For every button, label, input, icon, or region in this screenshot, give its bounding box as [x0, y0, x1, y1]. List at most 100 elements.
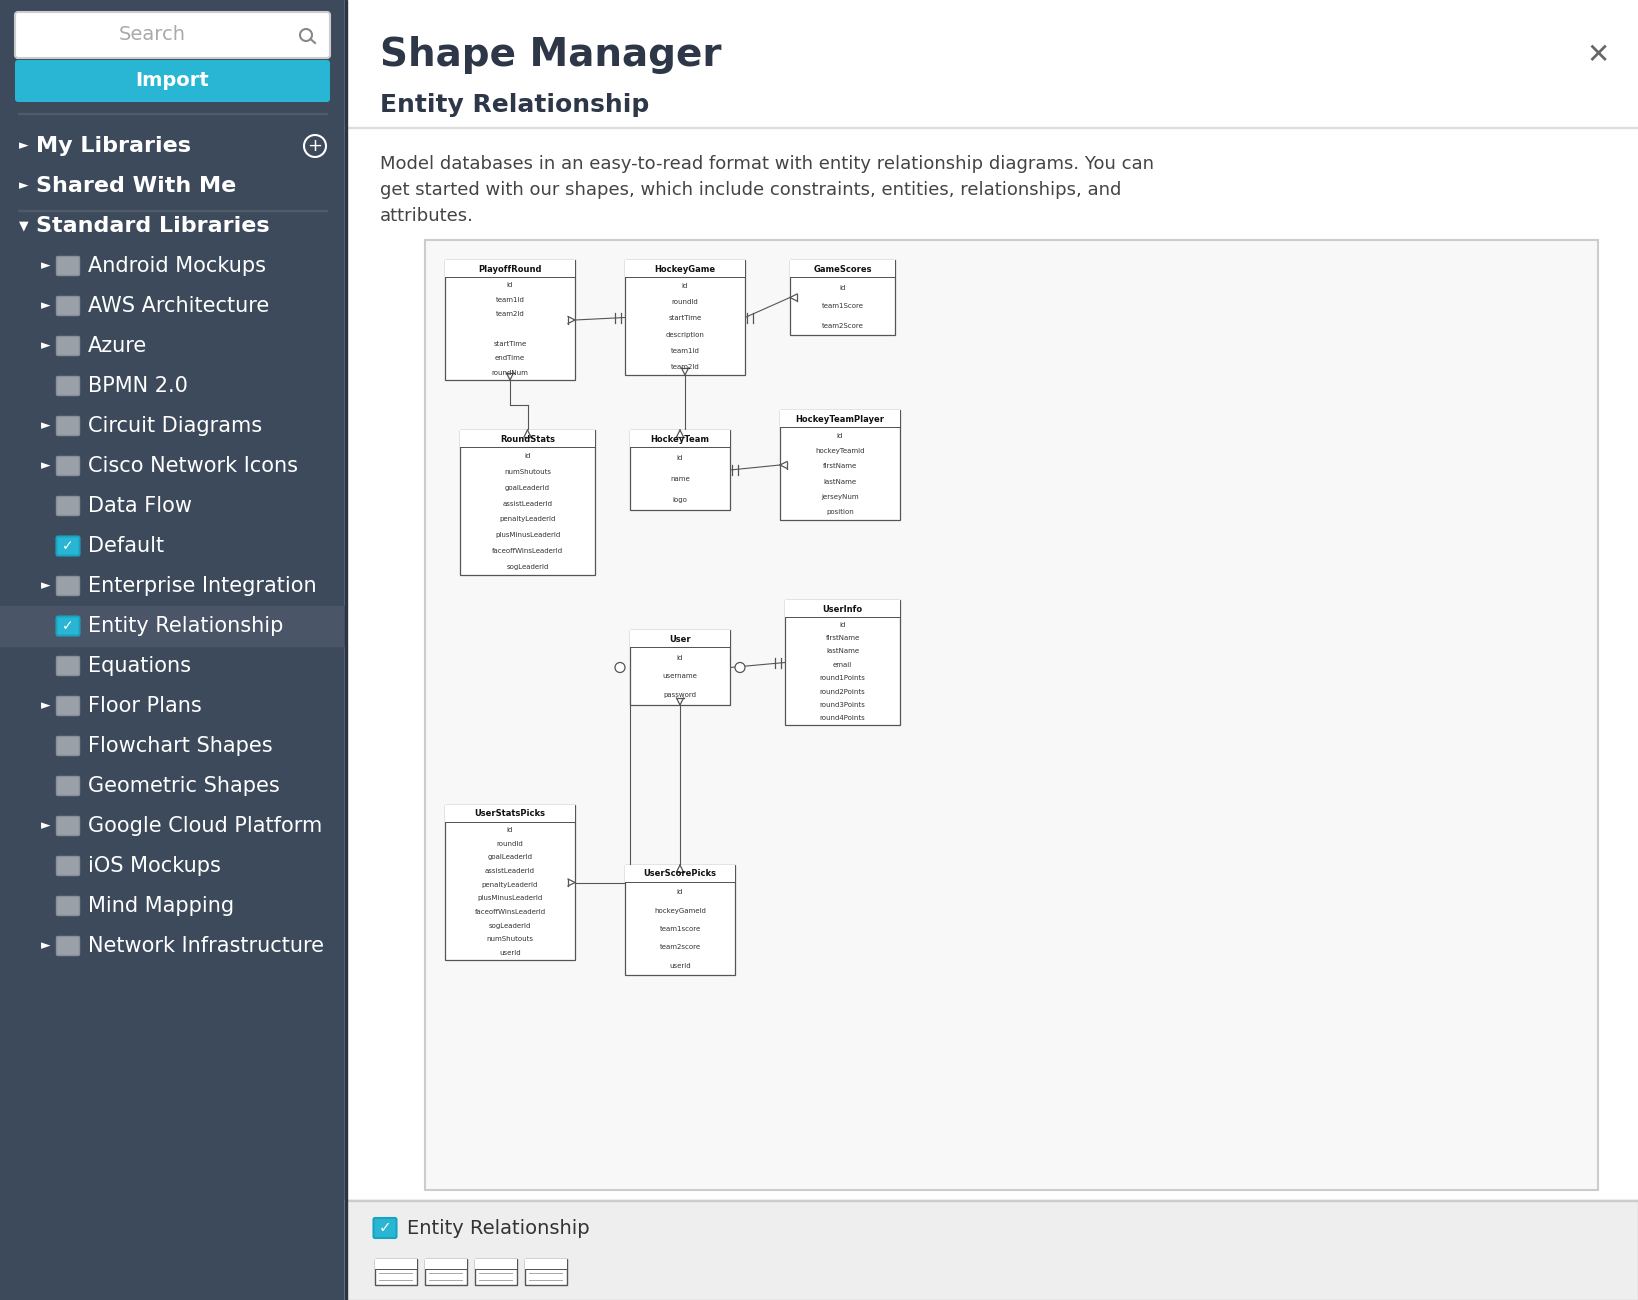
Text: id: id [681, 283, 688, 289]
FancyBboxPatch shape [56, 656, 80, 676]
Text: faceoffWinsLeaderId: faceoffWinsLeaderId [475, 909, 545, 915]
Text: Entity Relationship: Entity Relationship [406, 1218, 590, 1238]
Text: ►: ► [20, 179, 29, 192]
Text: ►: ► [41, 580, 51, 593]
Bar [785, 601, 899, 618]
Text: AWS Architecture: AWS Architecture [88, 296, 269, 316]
FancyBboxPatch shape [373, 1218, 396, 1238]
FancyBboxPatch shape [56, 936, 80, 956]
Text: team1Score: team1Score [822, 303, 863, 309]
Text: penaltyLeaderId: penaltyLeaderId [482, 881, 539, 888]
Text: id: id [524, 452, 531, 459]
Text: Android Mockups: Android Mockups [88, 256, 265, 276]
Bar [424, 1258, 467, 1284]
Bar [626, 260, 745, 278]
Bar [375, 1258, 418, 1284]
Text: Entity Relationship: Entity Relationship [88, 616, 283, 636]
Text: sogLeaderId: sogLeaderId [488, 923, 531, 928]
FancyBboxPatch shape [56, 816, 80, 836]
Circle shape [614, 663, 626, 672]
FancyBboxPatch shape [56, 377, 80, 395]
Text: Model databases in an easy-to-read format with entity relationship diagrams. You: Model databases in an easy-to-read forma… [380, 155, 1155, 173]
Bar [626, 864, 735, 975]
Text: ►: ► [41, 699, 51, 712]
Text: id: id [676, 889, 683, 896]
Text: team1score: team1score [660, 926, 701, 932]
Text: ✓: ✓ [378, 1221, 391, 1235]
Bar [526, 1258, 567, 1269]
Bar [526, 1258, 567, 1284]
Text: PlayoffRound: PlayoffRound [478, 264, 542, 273]
Text: GameScores: GameScores [812, 264, 871, 273]
Text: penaltyLeaderId: penaltyLeaderId [500, 516, 555, 523]
Text: assistLeaderId: assistLeaderId [485, 868, 536, 874]
Text: ►: ► [41, 459, 51, 472]
Bar [446, 805, 575, 823]
Circle shape [735, 663, 745, 672]
FancyBboxPatch shape [56, 857, 80, 875]
Text: round1Points: round1Points [819, 675, 865, 681]
Text: Floor Plans: Floor Plans [88, 696, 201, 716]
Bar [475, 1258, 518, 1269]
Text: hockeyGameId: hockeyGameId [654, 907, 706, 914]
Text: assistLeaderId: assistLeaderId [503, 500, 552, 507]
Text: plusMinusLeaderId: plusMinusLeaderId [495, 532, 560, 538]
Text: email: email [832, 662, 852, 668]
Bar [446, 805, 575, 959]
Text: HockeyTeam: HockeyTeam [650, 434, 709, 443]
Bar [631, 630, 731, 647]
Text: name: name [670, 476, 690, 482]
Text: BPMN 2.0: BPMN 2.0 [88, 376, 188, 396]
Text: round3Points: round3Points [819, 702, 865, 708]
Text: ►: ► [20, 139, 29, 152]
Text: iOS Mockups: iOS Mockups [88, 855, 221, 876]
Text: Enterprise Integration: Enterprise Integration [88, 576, 316, 595]
Text: +: + [308, 136, 323, 155]
Bar [631, 430, 731, 448]
Text: team1Id: team1Id [496, 296, 524, 303]
Text: attributes.: attributes. [380, 207, 473, 225]
Bar [424, 240, 1599, 1190]
Text: startTime: startTime [668, 316, 701, 321]
Text: round2Points: round2Points [819, 689, 865, 694]
Text: RoundStats: RoundStats [500, 434, 555, 443]
Text: Flowchart Shapes: Flowchart Shapes [88, 736, 272, 757]
Text: ✕: ✕ [1586, 42, 1610, 69]
Text: UserScorePicks: UserScorePicks [644, 870, 716, 879]
Text: My Libraries: My Libraries [36, 136, 192, 156]
Text: sogLeaderId: sogLeaderId [506, 564, 549, 571]
Bar [460, 430, 595, 575]
FancyBboxPatch shape [15, 12, 329, 58]
Text: Mind Mapping: Mind Mapping [88, 896, 234, 916]
Text: position: position [826, 510, 853, 515]
Text: ►: ► [41, 299, 51, 312]
Text: Google Cloud Platform: Google Cloud Platform [88, 816, 323, 836]
Text: Import: Import [136, 72, 210, 91]
Bar [790, 260, 894, 335]
FancyBboxPatch shape [56, 576, 80, 595]
Text: Shared With Me: Shared With Me [36, 176, 236, 196]
Bar [780, 410, 899, 520]
Text: team2Id: team2Id [670, 364, 699, 370]
Text: logo: logo [673, 497, 688, 503]
Text: firstName: firstName [822, 463, 857, 469]
FancyBboxPatch shape [56, 296, 80, 316]
Text: description: description [665, 332, 704, 338]
Text: lastName: lastName [824, 478, 857, 485]
Text: firstName: firstName [826, 636, 860, 641]
FancyBboxPatch shape [56, 737, 80, 755]
Text: goalLeaderId: goalLeaderId [505, 485, 550, 490]
FancyBboxPatch shape [56, 456, 80, 476]
Bar [631, 630, 731, 705]
Bar [446, 260, 575, 278]
Text: ►: ► [41, 819, 51, 832]
Text: get started with our shapes, which include constraints, entities, relationships,: get started with our shapes, which inclu… [380, 181, 1122, 199]
Text: password: password [663, 693, 696, 698]
Text: HockeyGame: HockeyGame [655, 264, 716, 273]
Text: id: id [676, 455, 683, 461]
Text: Entity Relationship: Entity Relationship [380, 94, 649, 117]
Bar [446, 260, 575, 380]
Bar [785, 601, 899, 725]
Text: lastName: lastName [826, 649, 858, 654]
Text: Default: Default [88, 536, 164, 556]
